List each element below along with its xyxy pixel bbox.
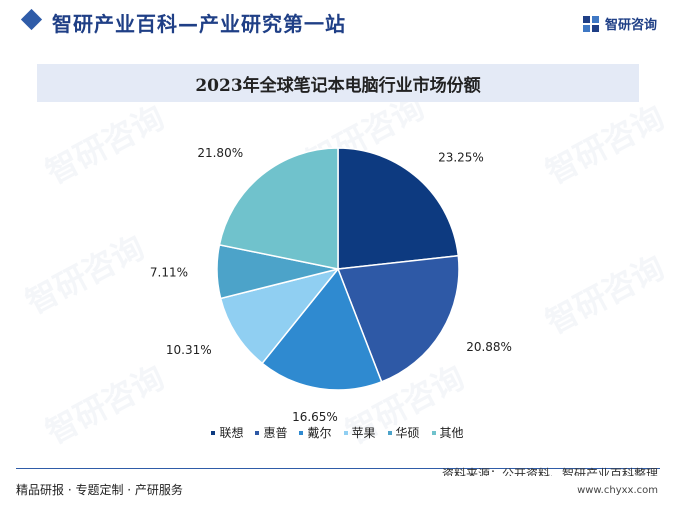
- footer-divider: [16, 468, 660, 469]
- legend-swatch: [299, 430, 304, 435]
- legend-swatch: [387, 430, 392, 435]
- pie-slice: [336, 254, 460, 383]
- zhiyan-logo-icon: [582, 15, 599, 32]
- legend-label: 华硕: [395, 426, 420, 440]
- chart-legend: 联想 惠普 戴尔 苹果 华硕 其他: [0, 424, 675, 441]
- footer-url[interactable]: www.chyxx.com: [577, 485, 658, 496]
- pie-slice: [337, 147, 460, 270]
- pie-data-label: 10.31%: [166, 343, 212, 357]
- footer-services: 精品研报 · 专题定制 · 产研服务: [16, 483, 183, 497]
- legend-label: 戴尔: [307, 426, 332, 440]
- legend-swatch: [255, 430, 260, 435]
- legend-swatch: [211, 430, 216, 435]
- legend-item: 其他: [431, 424, 464, 441]
- brand[interactable]: 智研咨询: [582, 14, 657, 33]
- legend-item: 联想: [211, 424, 243, 441]
- chart-title-band: 2023年全球笔记本电脑行业市场份额: [37, 64, 639, 102]
- legend-label: 其他: [439, 426, 464, 440]
- pie-data-label: 21.80%: [197, 146, 243, 160]
- chart-title: 2023年全球笔记本电脑行业市场份额: [195, 75, 481, 96]
- site-title: 智研产业百科—产业研究第一站: [52, 12, 346, 36]
- pie-data-label: 16.65%: [292, 410, 338, 424]
- legend-label: 苹果: [351, 426, 376, 440]
- legend-label: 联想: [219, 426, 244, 440]
- legend-item: 苹果: [343, 424, 376, 441]
- pie-slice: [219, 267, 340, 365]
- pie-data-label: 7.11%: [150, 265, 188, 279]
- bottom-bar: [0, 476, 675, 507]
- brand-name: 智研咨询: [604, 18, 657, 33]
- pie-data-label: 20.88%: [466, 340, 512, 354]
- legend-item: 戴尔: [299, 424, 332, 441]
- legend-item: 华硕: [387, 424, 420, 441]
- pie-slice: [261, 267, 383, 391]
- page-header: 智研产业百科—产业研究第一站 智研咨询: [0, 0, 675, 46]
- legend-label: 惠普: [263, 426, 288, 440]
- legend-item: 惠普: [255, 424, 287, 441]
- pie-data-label: 23.25%: [438, 150, 484, 164]
- pie-slice: [218, 147, 339, 270]
- legend-swatch: [431, 430, 436, 435]
- legend-swatch: [343, 430, 348, 435]
